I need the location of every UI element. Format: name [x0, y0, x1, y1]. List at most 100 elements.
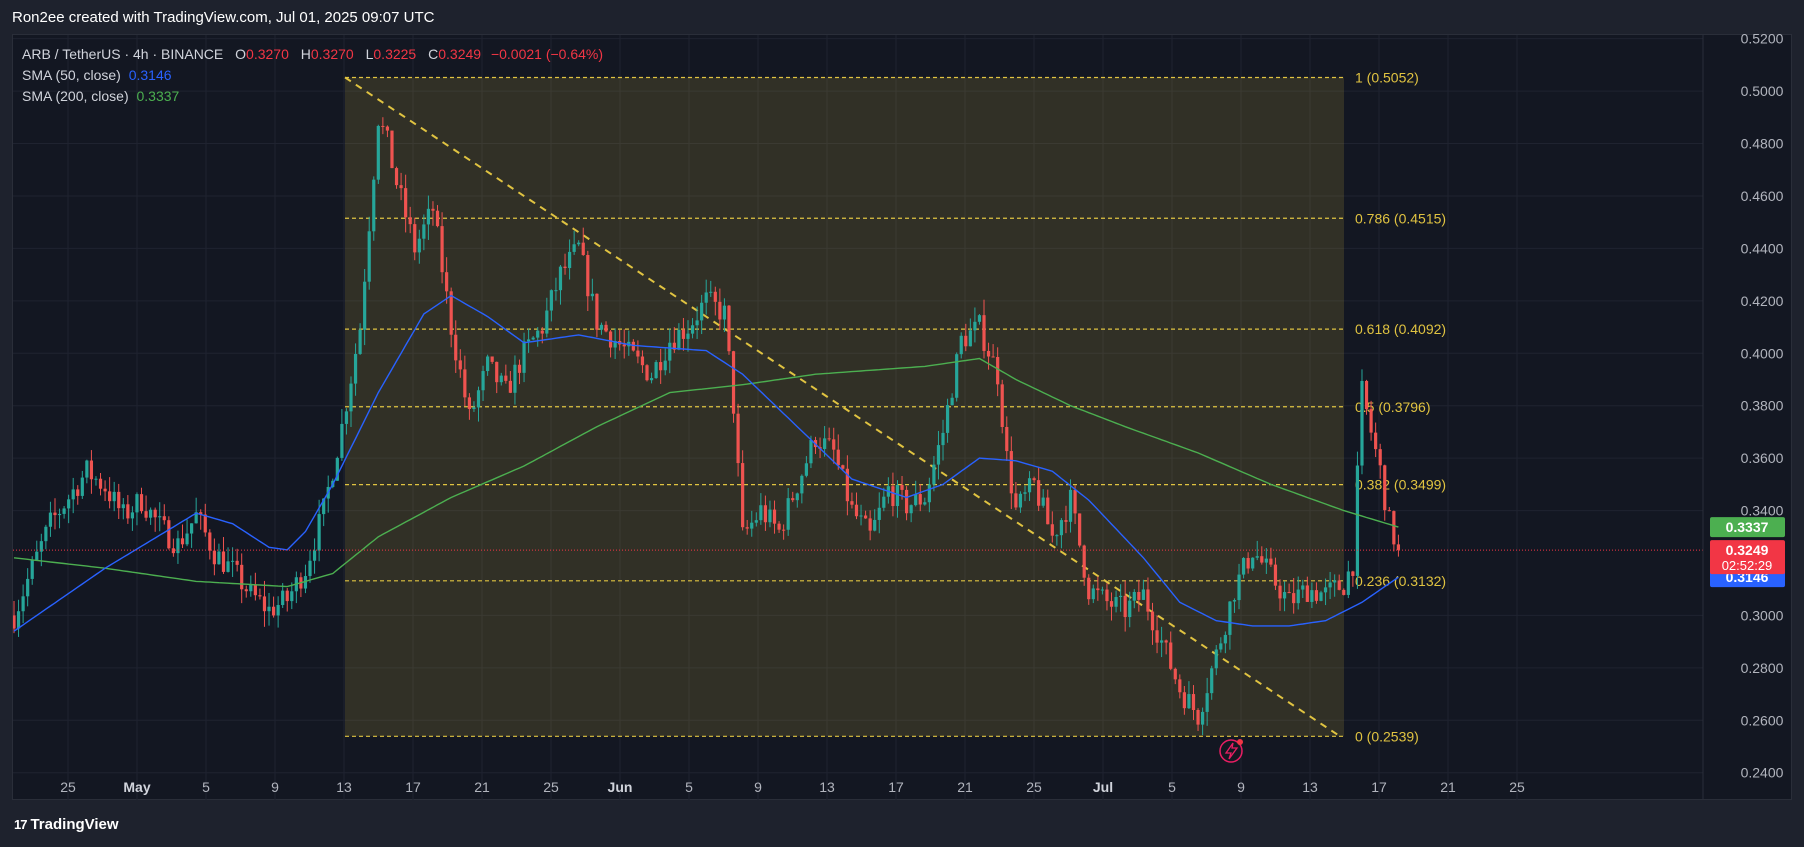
candle-body — [845, 468, 849, 502]
candle-body — [868, 518, 872, 531]
candle-body — [859, 515, 863, 517]
candle-body — [909, 505, 913, 514]
candle-body — [1178, 679, 1182, 693]
candle-body — [1078, 513, 1082, 546]
candle-body — [171, 548, 175, 554]
candle-body — [422, 224, 426, 239]
candle-body — [636, 350, 640, 357]
candle-body — [754, 520, 758, 523]
candle-body — [622, 344, 626, 347]
candle-body — [1351, 571, 1355, 576]
candle-body — [581, 242, 585, 255]
tradingview-mark-icon: 17 — [14, 817, 28, 832]
candle-body — [791, 498, 795, 501]
candle-body — [240, 564, 244, 590]
price-tick-label: 0.2800 — [1741, 660, 1784, 676]
candle-body — [1214, 649, 1218, 669]
legend: ARB / TetherUS · 4h · BINANCE O0.3270 H0… — [22, 44, 603, 107]
candle-body — [841, 465, 845, 469]
time-tick-label: 21 — [474, 779, 490, 795]
candle-body — [1278, 585, 1282, 599]
grid — [13, 35, 1703, 800]
price-tick-label: 0.4200 — [1741, 293, 1784, 309]
high-label: H — [300, 46, 311, 62]
candle-body — [722, 305, 727, 320]
tradingview-logo[interactable]: 17 TradingView — [14, 816, 119, 833]
candle-body — [1132, 591, 1136, 601]
candle-body — [540, 330, 544, 334]
time-tick-label: Jul — [1093, 779, 1113, 795]
candle-body — [53, 512, 57, 516]
time-tick-label: 13 — [819, 779, 835, 795]
candle-body — [495, 361, 499, 383]
time-tick-label: 21 — [1440, 779, 1456, 795]
candle-body — [973, 321, 977, 331]
candle-body — [882, 496, 886, 508]
time-tick-label: 13 — [1302, 779, 1318, 795]
candle-body — [690, 325, 695, 334]
candle-body — [267, 606, 271, 612]
candle-body — [1041, 497, 1045, 506]
candle-body — [672, 342, 676, 350]
candle-body — [1123, 595, 1127, 618]
candle-body — [745, 527, 749, 529]
candle-body — [545, 310, 549, 334]
candle-body — [180, 538, 185, 545]
chart-panel[interactable] — [12, 34, 1792, 800]
candle-body — [149, 509, 153, 518]
candle-body — [440, 226, 444, 273]
price-tick-label: 0.3400 — [1741, 503, 1784, 519]
candle-body — [199, 512, 203, 515]
candle-body — [394, 168, 399, 186]
candle-body — [941, 432, 945, 446]
candle-body — [891, 486, 895, 507]
sma50-line[interactable] — [13, 294, 1399, 632]
candle-body — [786, 498, 790, 530]
candle-body — [1018, 493, 1023, 508]
candle-body — [158, 516, 162, 518]
candle-body — [681, 329, 686, 339]
sma200-line[interactable] — [13, 357, 1399, 588]
candle-body — [1164, 640, 1168, 643]
fib-retracement[interactable]: 1 (0.5052) 0.786 (0.4515) 0.618 (0.4092) 0.… — [344, 69, 1446, 744]
sma200-value: 0.3337 — [136, 88, 180, 104]
candle-body — [253, 584, 257, 596]
candle-body — [1301, 585, 1305, 590]
candle-body — [1005, 426, 1009, 452]
price-tick-label: 0.5200 — [1741, 31, 1784, 47]
candle-body — [727, 305, 731, 352]
candle-body — [1037, 480, 1041, 506]
candle-body — [1082, 545, 1086, 578]
trendline[interactable] — [344, 76, 1341, 738]
candle-body — [426, 208, 431, 225]
candle-body — [1310, 590, 1314, 602]
time-axis[interactable]: 25 May 5 9 13 17 21 25 Jun 5 9 13 17 21 25 Jul 5 9 13 17 21 2… — [60, 779, 1525, 795]
candle-body — [763, 505, 768, 523]
candle-body — [367, 231, 371, 282]
candle-body — [130, 512, 135, 519]
candle-body — [1046, 497, 1050, 525]
legend-sma200-row[interactable]: SMA (200, close) 0.3337 — [22, 86, 603, 107]
candle-body — [353, 353, 358, 384]
candle-body — [340, 423, 344, 458]
candle-body — [1383, 465, 1387, 511]
alert-icon[interactable] — [1219, 739, 1243, 763]
candle-body — [1346, 571, 1350, 595]
candle-body — [435, 210, 440, 227]
candle-body — [709, 291, 713, 293]
candle-body — [94, 478, 98, 480]
legend-sma50-row[interactable]: SMA (50, close) 0.3146 — [22, 65, 603, 86]
candle-body — [126, 504, 130, 519]
candle-body — [536, 330, 540, 338]
candle-body — [927, 484, 931, 503]
symbol-label[interactable]: ARB / TetherUS · 4h · BINANCE — [22, 46, 224, 62]
candle-body — [977, 315, 982, 322]
candle-body — [608, 331, 613, 348]
price-tick-label: 0.4800 — [1741, 136, 1784, 152]
candle-body — [1251, 557, 1255, 569]
price-axis[interactable]: 0.5200 0.5000 0.4800 0.4600 0.4400 0.4200 0.40… — [1702, 31, 1784, 800]
candle-body — [399, 185, 403, 189]
candle-body — [472, 407, 476, 410]
